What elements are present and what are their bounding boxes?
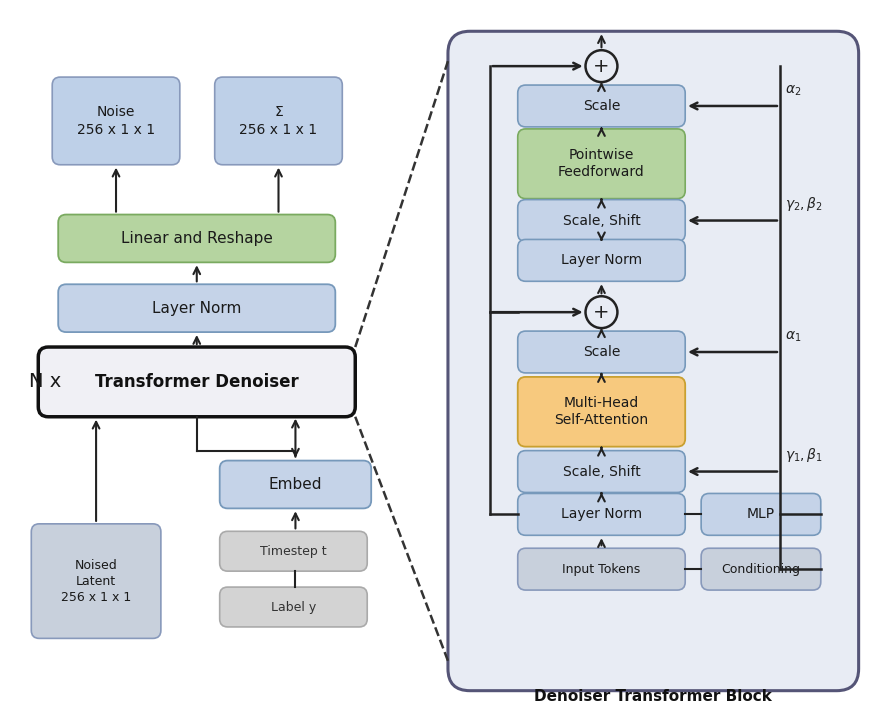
Text: Transformer Denoiser: Transformer Denoiser xyxy=(95,373,299,391)
Text: Denoiser Transformer Block: Denoiser Transformer Block xyxy=(534,689,773,704)
FancyBboxPatch shape xyxy=(518,377,685,447)
Text: N x: N x xyxy=(30,372,62,391)
FancyBboxPatch shape xyxy=(518,200,685,241)
Text: +: + xyxy=(594,57,610,76)
Text: Layer Norm: Layer Norm xyxy=(152,300,242,316)
Text: $\gamma_1,\beta_1$: $\gamma_1,\beta_1$ xyxy=(785,446,823,464)
Text: Timestep t: Timestep t xyxy=(260,545,327,558)
Text: Multi-Head
Self-Attention: Multi-Head Self-Attention xyxy=(554,396,648,427)
FancyBboxPatch shape xyxy=(518,85,685,127)
Text: Conditioning: Conditioning xyxy=(721,562,800,576)
FancyBboxPatch shape xyxy=(58,214,335,263)
FancyBboxPatch shape xyxy=(220,531,368,571)
Text: Label y: Label y xyxy=(271,601,316,613)
Text: $\gamma_2,\beta_2$: $\gamma_2,\beta_2$ xyxy=(785,195,823,212)
FancyBboxPatch shape xyxy=(220,587,368,627)
FancyBboxPatch shape xyxy=(215,77,342,165)
FancyBboxPatch shape xyxy=(518,548,685,590)
Text: Layer Norm: Layer Norm xyxy=(561,508,642,521)
Text: Input Tokens: Input Tokens xyxy=(562,562,640,576)
FancyBboxPatch shape xyxy=(518,331,685,373)
FancyBboxPatch shape xyxy=(518,493,685,535)
Text: $\alpha_1$: $\alpha_1$ xyxy=(785,329,801,344)
FancyBboxPatch shape xyxy=(518,451,685,493)
Text: +: + xyxy=(594,302,610,322)
Text: Scale, Shift: Scale, Shift xyxy=(562,464,640,479)
FancyBboxPatch shape xyxy=(448,31,859,691)
Text: Embed: Embed xyxy=(269,477,322,492)
Text: Layer Norm: Layer Norm xyxy=(561,253,642,268)
FancyBboxPatch shape xyxy=(518,129,685,199)
Text: Scale, Shift: Scale, Shift xyxy=(562,214,640,227)
FancyBboxPatch shape xyxy=(31,524,161,638)
Text: $\alpha_2$: $\alpha_2$ xyxy=(785,84,801,98)
FancyBboxPatch shape xyxy=(518,239,685,281)
Text: Scale: Scale xyxy=(583,99,620,113)
FancyBboxPatch shape xyxy=(701,548,820,590)
Text: Σ
256 x 1 x 1: Σ 256 x 1 x 1 xyxy=(240,105,317,136)
Text: Noised
Latent
256 x 1 x 1: Noised Latent 256 x 1 x 1 xyxy=(61,559,131,604)
Text: Noise
256 x 1 x 1: Noise 256 x 1 x 1 xyxy=(77,105,155,136)
Text: MLP: MLP xyxy=(746,508,775,521)
FancyBboxPatch shape xyxy=(220,461,371,508)
Text: Scale: Scale xyxy=(583,345,620,359)
Text: Pointwise
Feedforward: Pointwise Feedforward xyxy=(558,148,645,180)
FancyBboxPatch shape xyxy=(52,77,180,165)
FancyBboxPatch shape xyxy=(701,493,820,535)
Text: Linear and Reshape: Linear and Reshape xyxy=(121,231,273,246)
FancyBboxPatch shape xyxy=(38,347,355,417)
FancyBboxPatch shape xyxy=(58,284,335,332)
